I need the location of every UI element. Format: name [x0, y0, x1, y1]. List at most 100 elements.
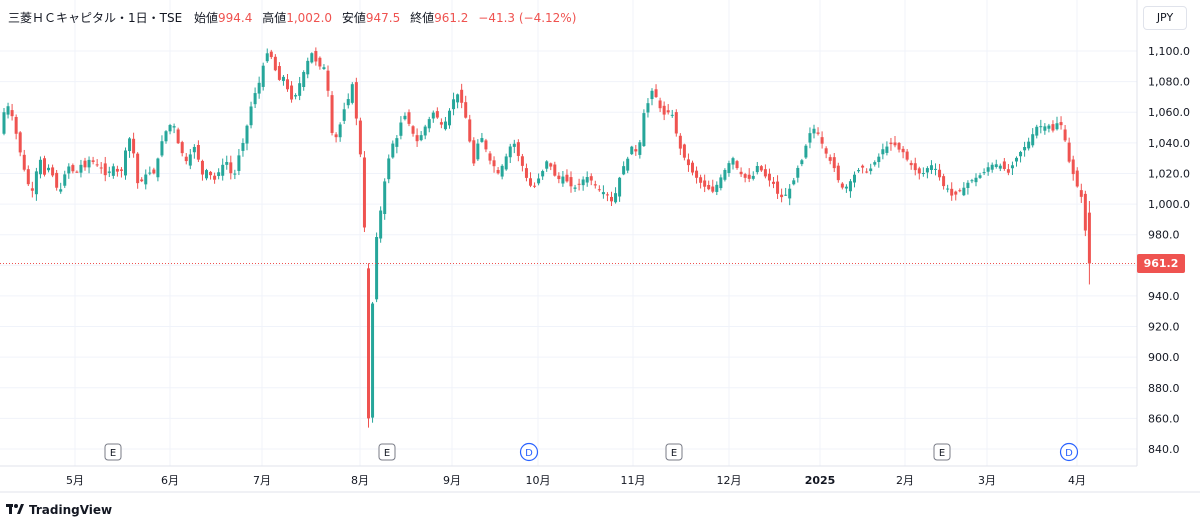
candle-body — [998, 165, 1002, 169]
candle-body — [209, 171, 213, 176]
candle-body — [727, 163, 731, 174]
candle-body — [557, 175, 561, 180]
candle-body — [75, 171, 79, 173]
dividend-marker-label: D — [525, 448, 533, 459]
high-value: 1,002.0 — [286, 11, 333, 25]
open-label: 始値 — [194, 11, 219, 25]
candle-body — [99, 167, 103, 169]
candle-body — [958, 190, 962, 192]
y-tick-label: 840.0 — [1148, 443, 1180, 456]
candle-body — [38, 159, 42, 175]
candle-body — [853, 174, 856, 183]
candle-body — [751, 175, 755, 179]
candle-body — [273, 56, 277, 71]
candle-body — [314, 50, 318, 62]
candle-body — [707, 185, 711, 190]
x-tick-label: 7月 — [253, 474, 271, 487]
candle-body — [1071, 159, 1075, 175]
candle-body — [970, 180, 974, 182]
candle-body — [618, 177, 622, 197]
close-value: 961.2 — [434, 11, 469, 25]
candle-body — [10, 110, 14, 117]
candle-body — [362, 157, 366, 228]
candle-body — [569, 177, 573, 187]
candle-body — [148, 172, 152, 174]
candle-body — [626, 158, 630, 171]
candle-body — [192, 146, 196, 153]
candle-body — [614, 193, 618, 203]
candle-body — [411, 126, 415, 134]
candle-body — [788, 188, 792, 199]
candle-body — [934, 168, 937, 170]
candle-body — [395, 138, 399, 147]
candle-body — [160, 141, 164, 156]
candle-body — [634, 149, 638, 152]
candle-body — [22, 154, 26, 170]
candle-body — [780, 194, 784, 198]
candle-body — [735, 161, 739, 169]
candle-body — [460, 89, 464, 103]
candle-body — [480, 138, 484, 142]
candle-body — [1043, 126, 1047, 131]
candle-body — [776, 181, 780, 194]
candle-body — [156, 158, 160, 178]
candle-body — [1019, 151, 1023, 157]
candle-body — [152, 169, 156, 174]
candle-body — [666, 110, 670, 113]
candle-body — [1083, 193, 1087, 231]
candle-body — [322, 67, 326, 70]
tradingview-logo[interactable]: TradingView — [6, 503, 112, 517]
candle-body — [921, 173, 925, 175]
candle-body — [47, 167, 51, 171]
candle-body — [423, 126, 427, 136]
candle-body — [966, 182, 970, 189]
y-tick-label: 1,100.0 — [1148, 45, 1190, 58]
candle-body — [763, 169, 767, 177]
candle-body — [269, 51, 273, 58]
candle-body — [172, 126, 176, 128]
candle-body — [184, 156, 188, 162]
candle-body — [520, 156, 524, 166]
candle-body — [925, 168, 929, 173]
candle-body — [484, 140, 488, 150]
candle-body — [168, 125, 172, 132]
candle-body — [318, 57, 322, 67]
x-tick-label: 3月 — [978, 474, 996, 487]
y-tick-label: 860.0 — [1148, 412, 1180, 425]
candle-body — [759, 166, 763, 171]
candle-body — [699, 177, 703, 183]
candle-body — [954, 191, 958, 195]
candle-body — [213, 175, 217, 180]
candle-body — [79, 164, 83, 173]
candle-body — [34, 171, 38, 195]
candle-body — [245, 125, 249, 144]
candle-body — [1087, 212, 1091, 264]
candle-body — [281, 76, 285, 81]
candle-body — [286, 79, 289, 90]
candle-body — [83, 160, 87, 168]
candle-body — [630, 146, 634, 155]
candle-body — [26, 169, 30, 185]
dividend-marker-label: D — [1065, 448, 1073, 459]
candle-body — [917, 168, 921, 174]
candle-body — [91, 160, 95, 162]
candle-body — [1002, 161, 1006, 169]
x-tick-label: 11月 — [621, 474, 646, 487]
candle-body — [978, 175, 982, 178]
candle-body — [249, 106, 253, 126]
candle-body — [691, 162, 694, 173]
candle-body — [524, 168, 528, 178]
candle-body — [561, 176, 565, 184]
candle-body — [375, 236, 379, 300]
candle-body — [610, 196, 613, 202]
candle-body — [399, 122, 403, 136]
candle-body — [448, 110, 451, 126]
candle-body — [144, 174, 148, 185]
x-tick-label: 9月 — [443, 474, 461, 487]
candle-body — [840, 183, 844, 188]
candle-body — [565, 174, 569, 182]
currency-button[interactable]: JPY — [1143, 6, 1187, 30]
candle-body — [237, 155, 241, 171]
candle-body — [140, 179, 144, 182]
